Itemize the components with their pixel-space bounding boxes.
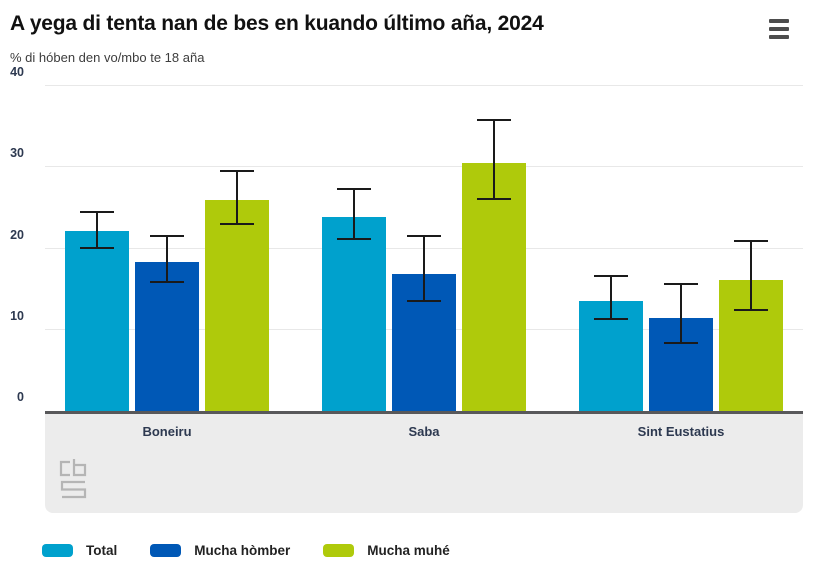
- x-axis-label-saba: Saba: [408, 424, 440, 439]
- gridline-y-40: [45, 85, 803, 86]
- chart-subtitle: % di hóben den vo/mbo te 18 aña: [10, 50, 205, 65]
- bar-group-sint-eustatius: [579, 86, 783, 411]
- error-bar: [719, 240, 783, 312]
- legend-item-mucha-muhé[interactable]: Mucha muhé: [323, 543, 450, 558]
- plot-area: 0 10 20 30 40: [10, 65, 803, 411]
- header: A yega di tenta nan de bes en kuando últ…: [0, 0, 821, 43]
- error-bar: [392, 234, 456, 303]
- legend: Total Mucha hòmber Mucha muhé: [42, 543, 821, 558]
- bar-boneiru-mucha-muhé[interactable]: [205, 199, 269, 411]
- y-axis-tick-label: 0: [17, 390, 24, 404]
- x-axis-label-boneiru: Boneiru: [142, 424, 192, 439]
- bar-saba-mucha-muhé[interactable]: [462, 163, 526, 411]
- y-axis-tick-label: 20: [10, 227, 24, 242]
- hamburger-menu-icon: [769, 19, 789, 39]
- legend-item-mucha-hòmber[interactable]: Mucha hòmber: [150, 543, 290, 558]
- bar-group-boneiru: [65, 86, 269, 411]
- legend-item-total[interactable]: Total: [42, 543, 117, 558]
- error-bar: [579, 274, 643, 320]
- chart-title: A yega di tenta nan de bes en kuando últ…: [10, 12, 544, 35]
- error-bar: [135, 234, 199, 283]
- bar-boneiru-mucha-hòmber[interactable]: [135, 261, 199, 411]
- legend-label: Mucha muhé: [367, 543, 450, 558]
- cbs-logo: [59, 459, 87, 499]
- legend-swatch: [42, 544, 73, 557]
- gridline-y-30: [45, 166, 803, 168]
- error-bar: [462, 119, 526, 200]
- x-axis-label-sint-eustatius: Sint Eustatius: [637, 424, 725, 439]
- error-bar: [205, 169, 269, 225]
- error-bar: [649, 283, 713, 344]
- y-axis-tick-label: 30: [10, 146, 24, 161]
- chart-menu-button[interactable]: [767, 15, 791, 43]
- y-axis-tick-label: 40: [10, 65, 24, 79]
- x-axis-line: [45, 411, 803, 414]
- bar-chart: 0 10 20 30 40 Boneiru Saba Sint Eustatius: [0, 65, 821, 513]
- category-axis-band: Boneiru Saba Sint Eustatius: [45, 414, 803, 513]
- bar-group-saba: [322, 86, 526, 411]
- legend-swatch: [150, 544, 182, 557]
- legend-swatch: [323, 544, 355, 557]
- y-axis-tick-label: 10: [10, 308, 24, 323]
- error-bar: [65, 211, 129, 249]
- error-bar: [322, 188, 386, 241]
- bar-boneiru-total[interactable]: [65, 230, 129, 411]
- legend-label: Mucha hòmber: [194, 543, 291, 558]
- bar-saba-total[interactable]: [322, 216, 386, 411]
- legend-label: Total: [86, 543, 118, 558]
